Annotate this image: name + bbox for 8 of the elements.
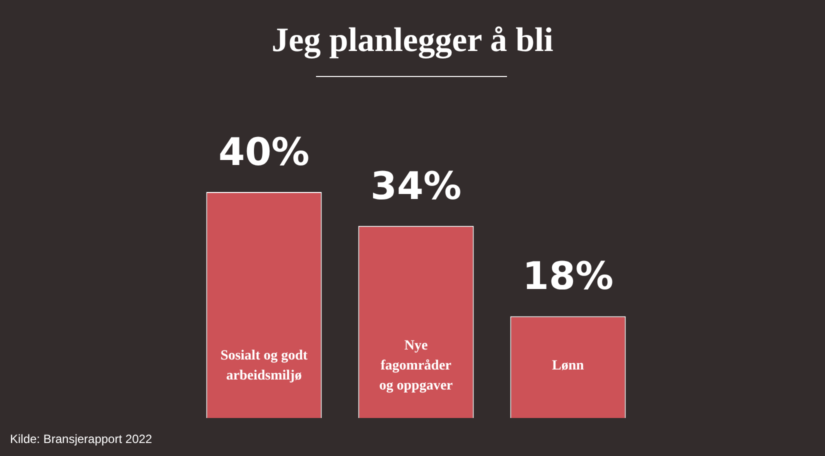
x-tick-label: Sosialt og godt arbeidsmiljø: [220, 348, 308, 384]
x-tick-label: Lønn: [552, 358, 584, 374]
chart-title: Jeg planlegger å bli: [270, 22, 554, 60]
data-label: 34%: [370, 164, 462, 208]
data-label: 18%: [522, 254, 614, 298]
x-tick-label: Nye fagområder og oppgaver: [379, 338, 453, 394]
text: Kilde: Bransjerapport 2022: [10, 432, 152, 446]
data-label: 40%: [218, 130, 310, 174]
